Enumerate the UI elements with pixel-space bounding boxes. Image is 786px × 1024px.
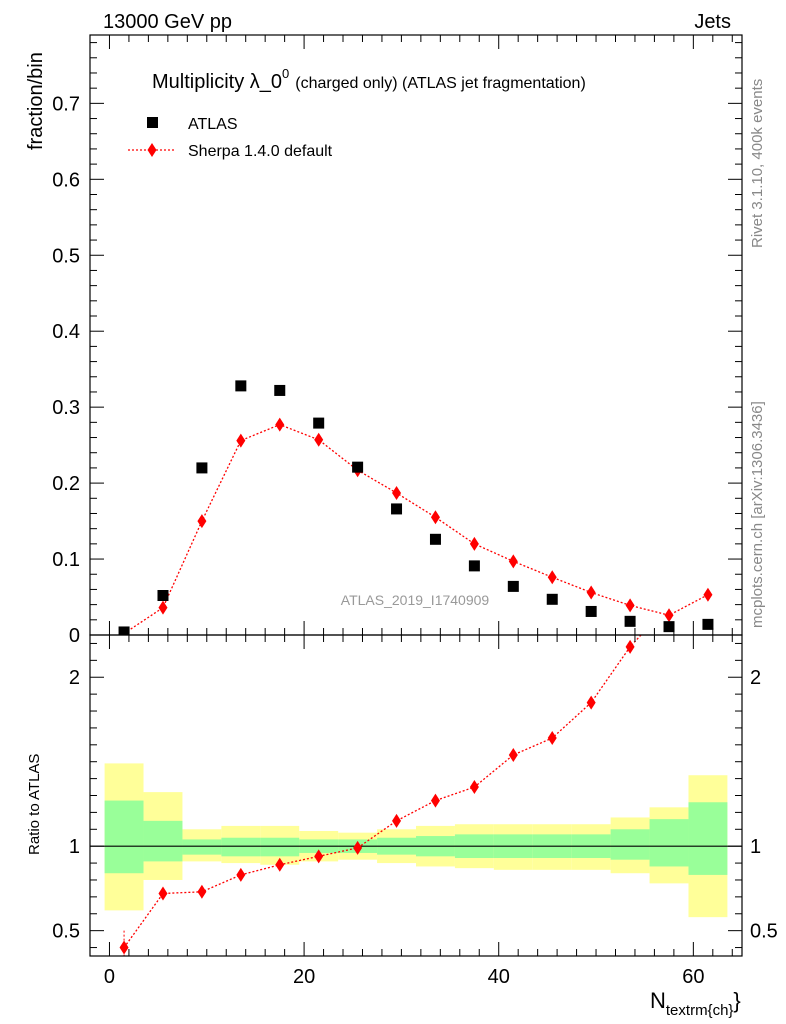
analysis-id: ATLAS_2019_I1740909 [341,592,490,608]
ratio-ytick-label-right: 1 [750,836,761,858]
atlas-point [274,384,286,396]
x-tick-label: 20 [293,966,315,988]
ratio-ytick-label: 0.5 [52,921,80,943]
ratio-ytick-label-right: 0.5 [750,921,778,943]
sherpa-point [236,433,246,448]
atlas-point [196,462,208,474]
atlas-point [624,615,636,627]
legend-atlas-label: ATLAS [188,116,238,133]
ratio-point [547,731,557,746]
ratio-point [508,747,518,762]
title-suffix: (charged only) (ATLAS jet fragmentation) [295,75,586,92]
sherpa-point [197,514,207,529]
atlas-point [507,580,519,592]
ratio-point [353,840,363,855]
atlas-point [118,626,130,635]
atlas-point [313,417,325,429]
ratio-band-green [610,829,650,860]
sherpa-point [547,570,557,585]
atlas-point [546,593,558,605]
legend-sherpa-label: Sherpa 1.4.0 default [188,143,333,160]
ratio-band-green [649,819,689,867]
ratio-panel: 0.5 0.51 12 20 20 40 60 [52,634,778,988]
main-ytick-label: 0.4 [52,321,80,343]
atlas-point [468,560,480,572]
title-main: Multiplicity λ_0 [152,71,282,93]
plot-title: Multiplicity λ_00 (charged only) (ATLAS j… [152,66,586,93]
ratio-point [158,886,168,901]
ratio-band-green [182,839,222,855]
ratio-point [586,695,596,710]
sherpa-point [275,417,285,432]
ratio-point [392,813,402,828]
ratio-point [430,793,440,808]
sherpa-point [625,598,635,613]
sherpa-line [123,423,709,635]
atlas-point [391,503,403,515]
mcplots-label: mcplots.cern.ch [arXiv:1306.3436] [749,401,766,628]
ratio-frame [89,634,743,957]
atlas-point [157,590,169,602]
legend: ATLAS Sherpa 1.4.0 default [128,116,333,160]
ratio-band-green [221,837,261,857]
ratio-band-green [143,820,183,862]
sherpa-point [508,554,518,569]
sherpa-point [430,510,440,525]
main-series [118,380,714,635]
main-ytick-label: 0 [69,625,80,647]
atlas-point [585,605,597,617]
sherpa-point [314,432,324,447]
ratio-point [275,857,285,872]
ratio-point [197,884,207,899]
atlas-point [235,380,247,392]
legend-sherpa-marker [147,143,157,157]
atlas-point [429,533,441,545]
x-tick-label: 40 [488,966,510,988]
ratio-point [625,639,635,654]
ratio-line [123,635,687,948]
sherpa-point [469,536,479,551]
ratio-point [236,867,246,882]
ratio-point [314,849,324,864]
x-axis-label: Ntextrm{ch}} [650,988,741,1019]
ratio-bands [104,763,728,918]
title-superscript: 0 [282,66,289,81]
ratio-band-green [104,800,144,874]
sherpa-point [664,608,674,623]
ratio-ylabel: Ratio to ATLAS [26,754,43,855]
sherpa-point [586,585,596,600]
main-ytick-label: 0.2 [52,473,80,495]
main-ytick-label: 0.5 [52,245,80,267]
ratio-band-green [260,837,300,857]
ratio-ytick-label-right: 2 [750,667,761,689]
sherpa-point [392,485,402,500]
legend-atlas-marker [147,117,158,128]
ratio-point [119,940,129,955]
main-ytick-label: 0.7 [52,93,80,115]
sherpa-point [703,587,713,602]
atlas-point [663,621,675,633]
sherpa-point [158,600,168,615]
x-tick-label: 0 [104,966,115,988]
main-ytick-label: 0.6 [52,169,80,191]
ratio-ytick-label: 1 [69,836,80,858]
header-left: 13000 GeV pp [103,11,232,33]
ratio-point [469,780,479,795]
ratio-band-green [688,802,728,875]
main-ytick-label: 0.3 [52,397,80,419]
x-tick-label: 60 [682,966,704,988]
ratio-series [119,635,687,956]
header-right: Jets [694,11,731,33]
atlas-point [352,461,364,473]
main-ytick-label: 0.1 [52,549,80,571]
ratio-ytick-label: 2 [69,667,80,689]
main-ylabel: fraction/bin [25,52,47,150]
atlas-point [702,618,714,630]
rivet-label: Rivet 3.1.10, 400k events [749,79,766,248]
